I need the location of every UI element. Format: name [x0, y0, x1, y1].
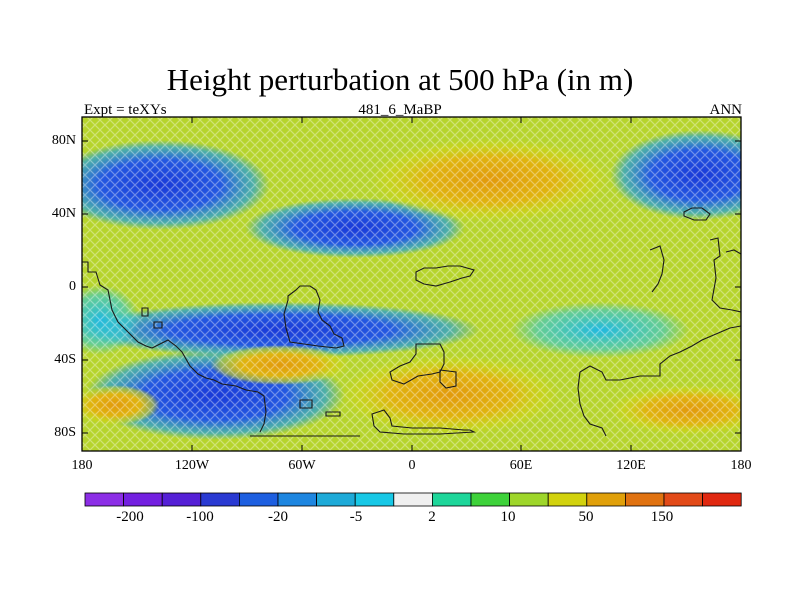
x-tick-label: 0	[408, 458, 416, 473]
colorbar-label: -5	[349, 509, 363, 525]
x-tick-label: 120W	[174, 458, 210, 473]
colorbar-swatch	[702, 492, 742, 507]
y-tick-label: 80N	[51, 133, 76, 148]
colorbar-label: -20	[268, 509, 288, 525]
y-tick-label: 0	[69, 279, 76, 294]
run-label: 481_6_MaBP	[358, 102, 442, 118]
period-label: ANN	[709, 102, 743, 118]
colorbar-swatch	[123, 492, 163, 507]
colorbar-swatch	[354, 492, 395, 507]
colorbar-swatch	[663, 492, 703, 507]
colorbar-swatch	[200, 492, 240, 507]
colorbar-swatch	[84, 492, 124, 507]
x-tick-label: 180	[71, 458, 93, 473]
colorbar-label: 2	[428, 509, 436, 525]
colorbar-label: -100	[186, 509, 214, 525]
colorbar-label: 10	[500, 509, 516, 525]
colorbar-swatch	[316, 492, 356, 507]
experiment-label: Expt = teXYs	[84, 102, 167, 118]
colorbar-swatch	[277, 492, 317, 507]
colorbar-swatch	[470, 492, 510, 507]
colorbar-swatch	[393, 492, 433, 507]
colorbar	[84, 492, 742, 507]
x-tick-label: 120E	[616, 458, 646, 473]
coastlines	[82, 207, 741, 437]
axis-ticks	[82, 117, 741, 451]
colorbar-label: 150	[650, 509, 674, 525]
colorbar-swatch	[238, 492, 279, 507]
y-tick-label: 40N	[51, 206, 76, 221]
map-field	[82, 117, 741, 451]
y-tick-label: 40S	[54, 352, 76, 367]
x-tick-label: 60W	[288, 458, 316, 473]
colorbar-swatch	[547, 492, 588, 507]
colorbar-swatch	[161, 492, 202, 507]
x-tick-label: 180	[730, 458, 752, 473]
y-tick-label: 80S	[54, 425, 76, 440]
x-tick-label: 60E	[509, 458, 533, 473]
chart-title: Height perturbation at 500 hPa (in m)	[166, 62, 634, 97]
colorbar-swatch	[509, 492, 549, 507]
colorbar-label: 50	[578, 509, 594, 525]
colorbar-swatch	[625, 492, 665, 507]
colorbar-swatch	[586, 492, 626, 507]
colorbar-label: -200	[116, 509, 144, 525]
colorbar-swatch	[431, 492, 472, 507]
